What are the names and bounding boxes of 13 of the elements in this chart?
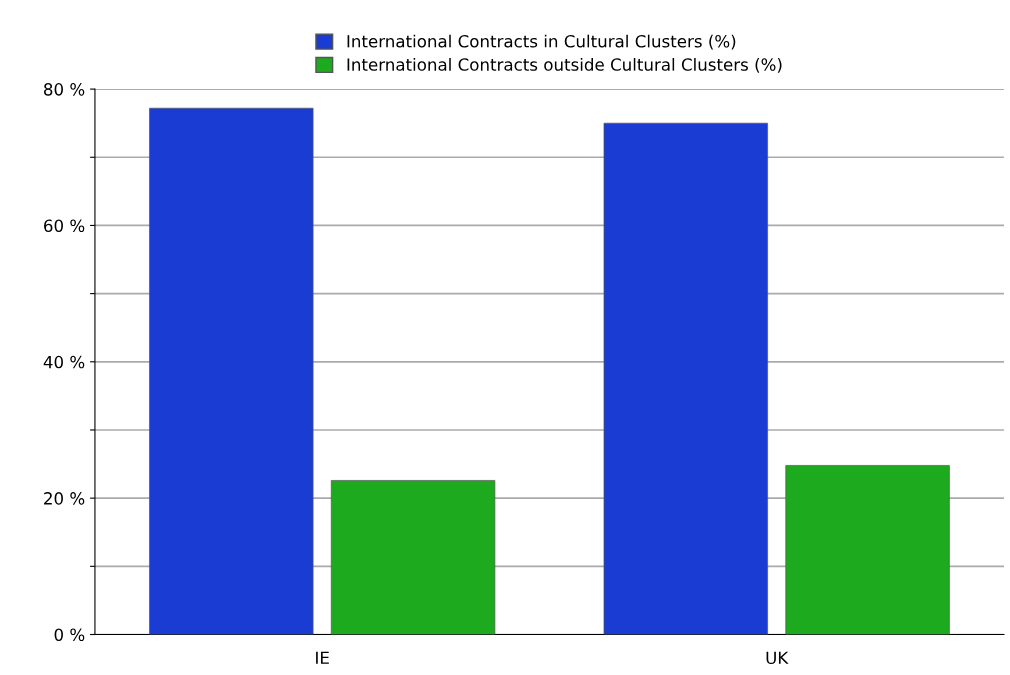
legend-label: International Contracts in Cultural Clusters (%)	[347, 34, 736, 50]
y-tick-label: 80 %	[44, 83, 85, 96]
y-tick-label: 20 %	[44, 492, 85, 505]
x-tick-label: IE	[316, 651, 329, 664]
bar	[149, 107, 314, 635]
y-tick-label: 40 %	[43, 355, 85, 369]
x-tick-label: UK	[766, 651, 789, 665]
bar	[330, 480, 496, 635]
legend-label: International Contracts outside Cultural Clusters (%)	[347, 57, 782, 73]
bar	[603, 122, 768, 635]
y-tick-label: 0 %	[54, 628, 85, 642]
y-tick-label: 60 %	[44, 219, 85, 233]
bar	[785, 465, 950, 635]
